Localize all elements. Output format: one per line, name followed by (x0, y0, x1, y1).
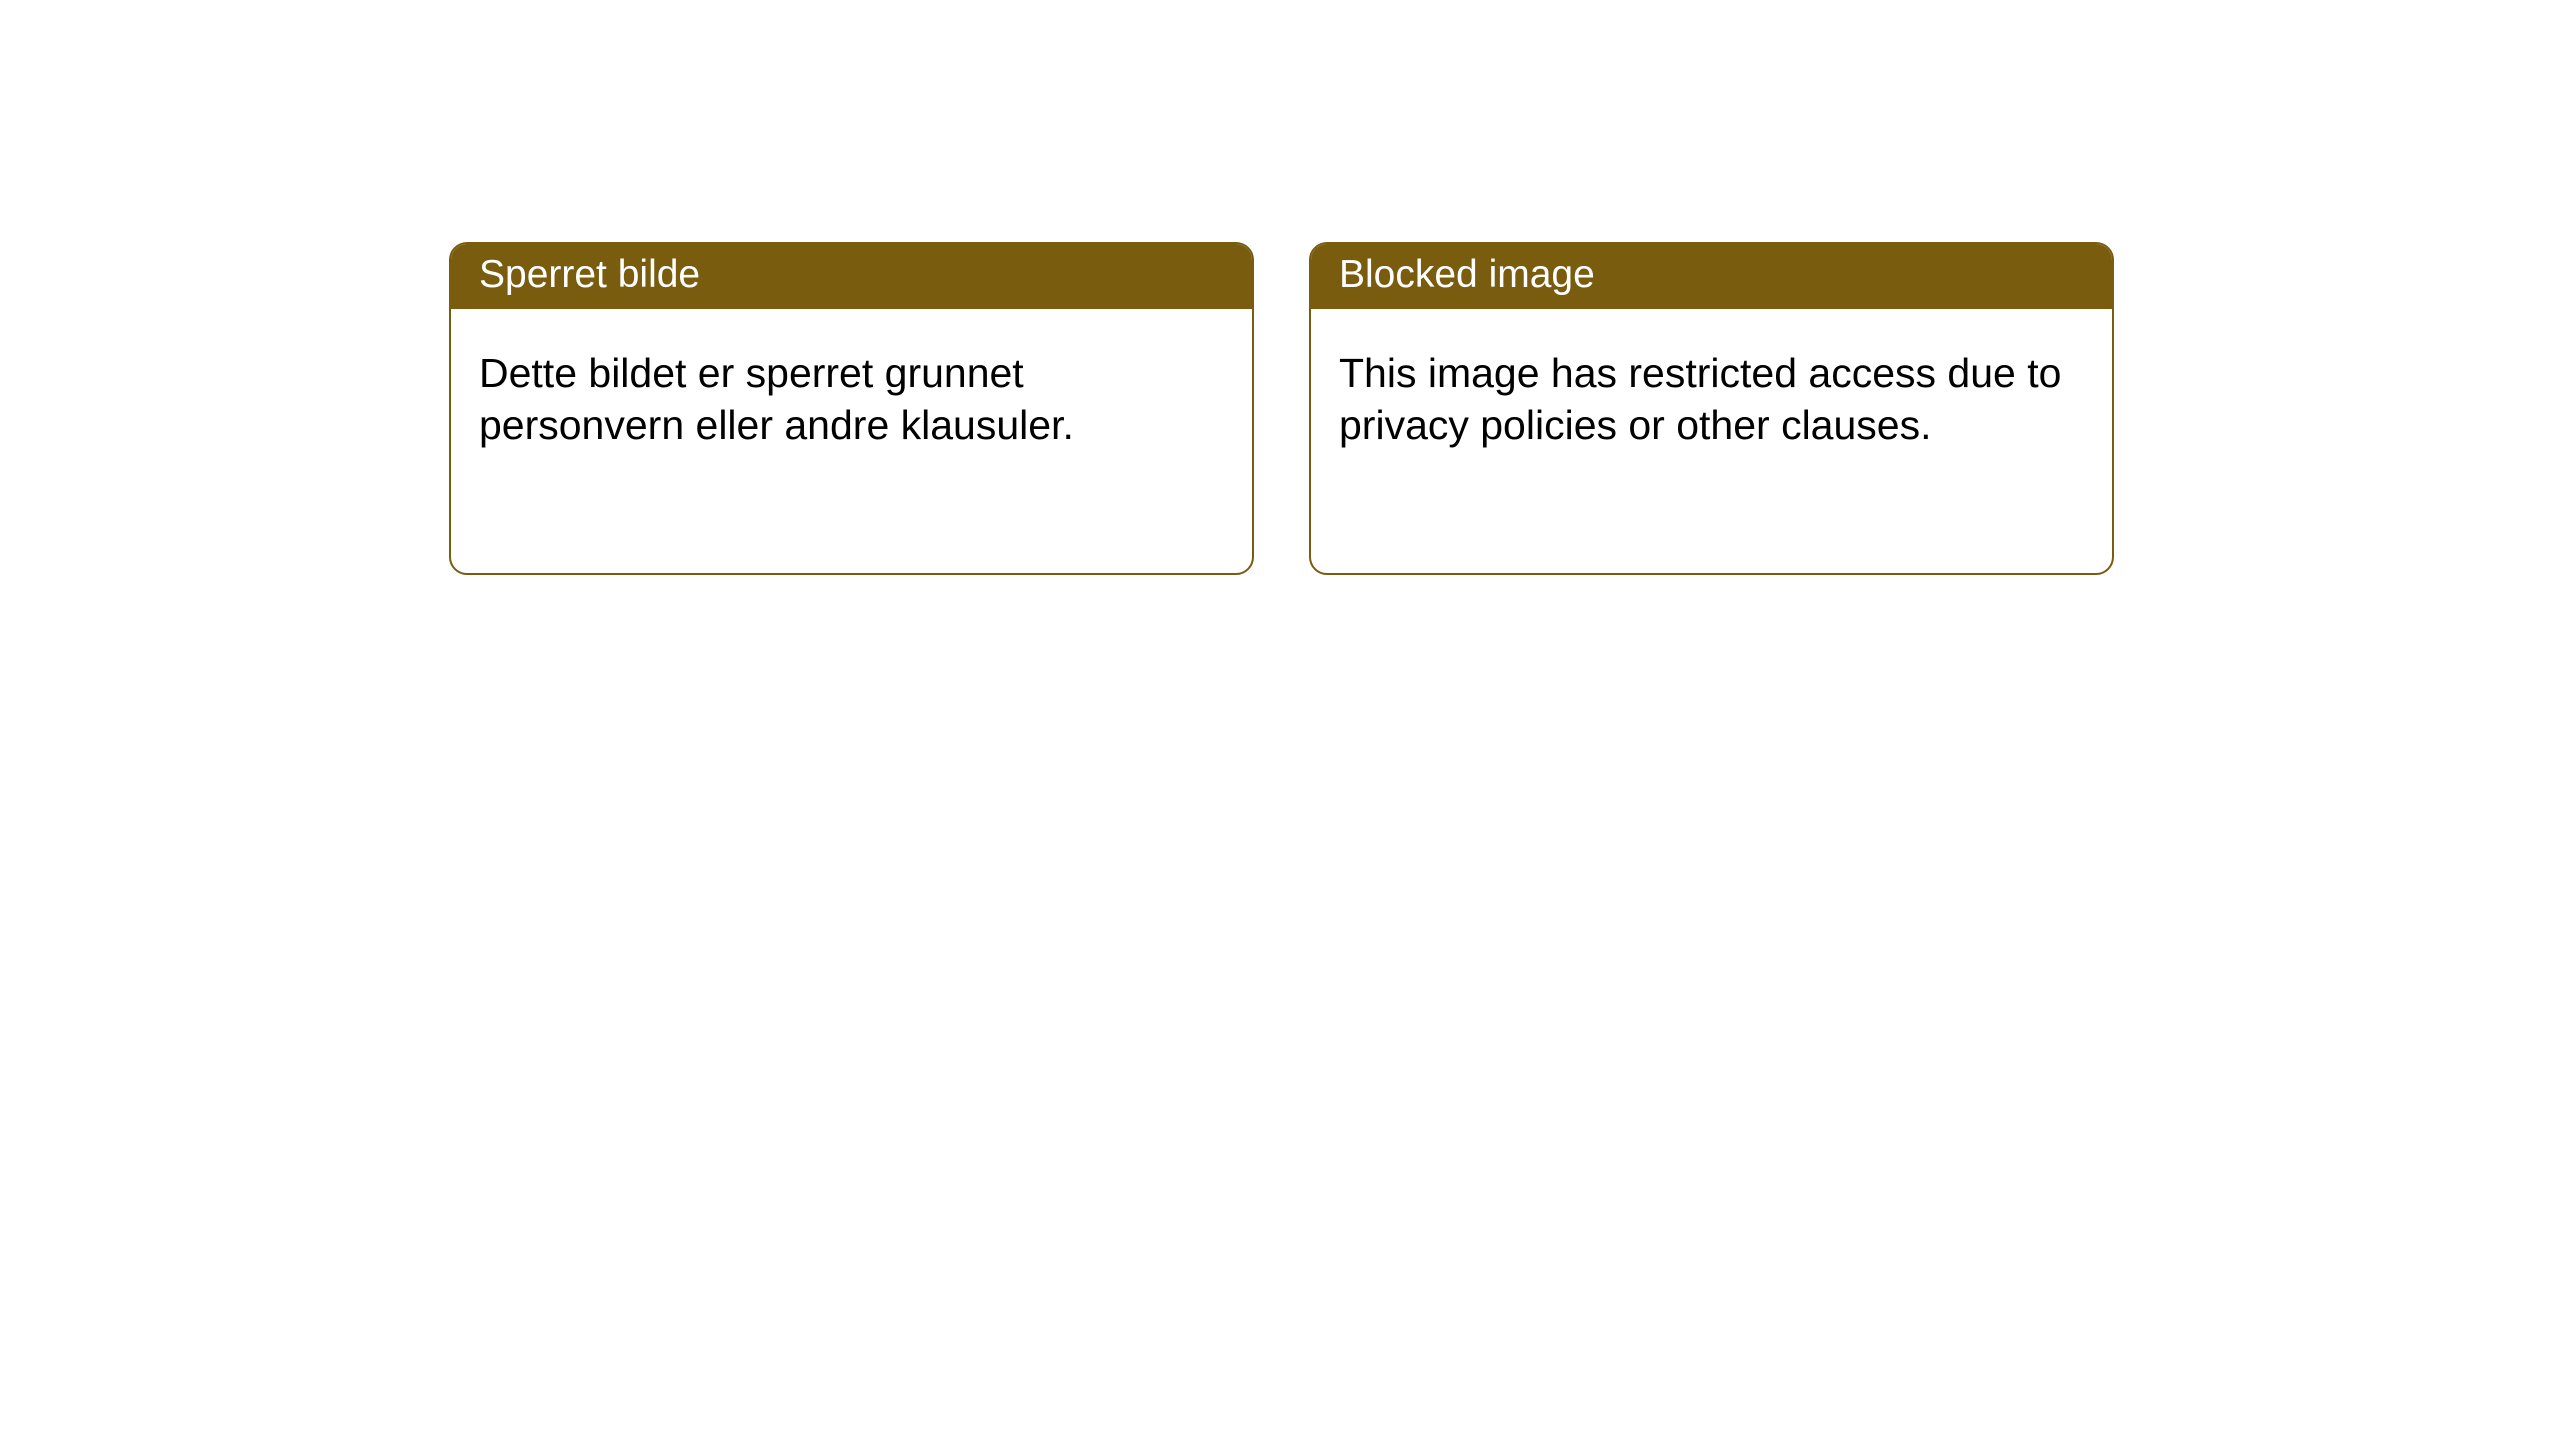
notice-title-norwegian: Sperret bilde (451, 244, 1252, 309)
notice-card-norwegian: Sperret bilde Dette bildet er sperret gr… (449, 242, 1254, 575)
notice-body-norwegian: Dette bildet er sperret grunnet personve… (451, 309, 1252, 480)
notice-container: Sperret bilde Dette bildet er sperret gr… (0, 0, 2560, 575)
notice-body-english: This image has restricted access due to … (1311, 309, 2112, 480)
notice-card-english: Blocked image This image has restricted … (1309, 242, 2114, 575)
notice-title-english: Blocked image (1311, 244, 2112, 309)
